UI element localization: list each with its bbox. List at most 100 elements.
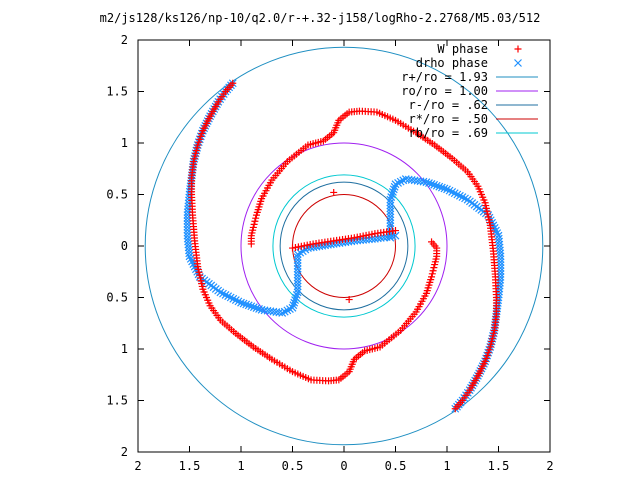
- y-tick-label: 0: [121, 239, 128, 253]
- y-tick-label: 1: [121, 342, 128, 356]
- legend-label: r+/ro = 1.93: [401, 70, 488, 84]
- drho-phase-point: [293, 253, 302, 262]
- x-tick-label: 1: [237, 459, 244, 473]
- drho-phase-point: [386, 207, 395, 216]
- drho-phase-point: [494, 234, 503, 243]
- legend-marker: [514, 45, 522, 53]
- drho-phase-point: [496, 275, 505, 284]
- drho-phase-point: [183, 208, 192, 217]
- drho-phase-point: [293, 276, 302, 285]
- drho-phase-point: [496, 261, 505, 270]
- phase-points: [183, 79, 505, 413]
- drho-phase-point: [293, 282, 302, 291]
- x-tick-label: 0.5: [282, 459, 304, 473]
- reference-circle: [279, 181, 409, 311]
- drho-phase-point: [183, 217, 192, 225]
- drho-phase-point: [386, 201, 395, 210]
- drho-phase-point: [252, 304, 261, 312]
- y-tick-label: 0.5: [106, 291, 128, 305]
- legend-label: ro/ro = 1.00: [401, 84, 488, 98]
- w-phase-point: [428, 238, 436, 246]
- axis-ticks: [137, 39, 551, 453]
- w-phase-point: [345, 296, 353, 304]
- x-tick-label: 2: [546, 459, 553, 473]
- drho-phase-point: [432, 181, 441, 190]
- drho-phase-point: [496, 258, 505, 267]
- legend-label: r-/ro = .62: [409, 98, 488, 112]
- legend-label: r*/ro = .50: [409, 112, 488, 126]
- drho-phase-point: [293, 279, 302, 288]
- reference-circle: [292, 194, 396, 298]
- legend-label: W phase: [437, 42, 488, 56]
- chart-title: m2/js128/ks126/np-10/q2.0/r-+.32-j158/lo…: [100, 11, 541, 25]
- drho-phase-point: [437, 183, 446, 192]
- drho-phase-point: [386, 195, 395, 204]
- drho-phase-point: [293, 270, 302, 279]
- y-tick-label: 1.5: [106, 394, 128, 408]
- drho-phase-point: [386, 213, 395, 222]
- drho-phase-point: [440, 184, 449, 193]
- drho-phase-point: [427, 180, 436, 188]
- w-phase-point: [247, 240, 255, 248]
- w-phase-point: [429, 267, 437, 275]
- drho-phase-point: [293, 256, 302, 265]
- drho-phase-point: [435, 182, 444, 191]
- x-tick-label: 1: [443, 459, 450, 473]
- drho-phase-point: [249, 303, 258, 312]
- y-tick-label: 1.5: [106, 85, 128, 99]
- reference-circle: [240, 142, 448, 350]
- w-phase-point: [252, 211, 260, 219]
- drho-phase-point: [292, 293, 300, 302]
- drho-phase-point: [242, 300, 251, 309]
- drho-phase-point: [247, 302, 256, 311]
- drho-phase-point: [386, 198, 395, 207]
- drho-phase-point: [293, 285, 302, 294]
- drho-phase-point: [185, 249, 194, 258]
- reference-circles: [144, 46, 544, 446]
- legend-marker: [514, 59, 522, 67]
- drho-phase-point: [389, 185, 398, 194]
- drho-phase-point: [293, 288, 302, 297]
- reference-circle: [144, 46, 544, 446]
- x-tick-label: 0.5: [385, 459, 407, 473]
- drho-phase-point: [386, 216, 395, 225]
- y-tick-label: 0.5: [106, 188, 128, 202]
- legend-label: drho phase: [416, 56, 488, 70]
- y-tick-label: 2: [121, 33, 128, 47]
- axis-tick-labels: 2 1.5 1 0.5 0 0.5 1 1.5 221.510.500.511.52: [106, 33, 553, 473]
- w-phase-point: [430, 264, 438, 272]
- x-tick-label: 0: [340, 459, 347, 473]
- drho-phase-point: [390, 182, 399, 191]
- drho-phase-point: [496, 264, 505, 272]
- drho-phase-point: [293, 261, 302, 270]
- drho-phase-point: [386, 219, 395, 228]
- drho-phase-point: [291, 296, 299, 304]
- drho-phase-point: [496, 267, 505, 275]
- w-phase-point: [428, 273, 436, 281]
- w-phase-point: [392, 227, 399, 235]
- drho-phase-point: [389, 188, 397, 196]
- drho-phase-point: [289, 301, 298, 310]
- drho-phase-point: [391, 180, 400, 189]
- drho-phase-point: [496, 255, 505, 264]
- reference-circle: [272, 174, 416, 318]
- x-tick-label: 1.5: [488, 459, 510, 473]
- plot-frame: [137, 39, 551, 453]
- x-tick-label: 1.5: [179, 459, 201, 473]
- y-tick-label: 1: [121, 136, 128, 150]
- drho-phase-point: [183, 228, 192, 237]
- drho-phase-point: [239, 299, 248, 308]
- w-phase-point: [251, 217, 259, 225]
- drho-phase-point: [244, 301, 253, 310]
- w-phase-point: [428, 270, 436, 278]
- drho-phase-point: [293, 264, 302, 273]
- legend-label: rb/ro = .69: [409, 126, 488, 140]
- drho-phase-point: [386, 210, 395, 219]
- drho-phase-point: [293, 259, 302, 267]
- drho-phase-point: [386, 233, 395, 242]
- drho-phase-point: [430, 180, 439, 189]
- drho-phase-point: [293, 267, 302, 276]
- drho-phase-point: [388, 190, 396, 199]
- drho-phase-point: [293, 273, 302, 282]
